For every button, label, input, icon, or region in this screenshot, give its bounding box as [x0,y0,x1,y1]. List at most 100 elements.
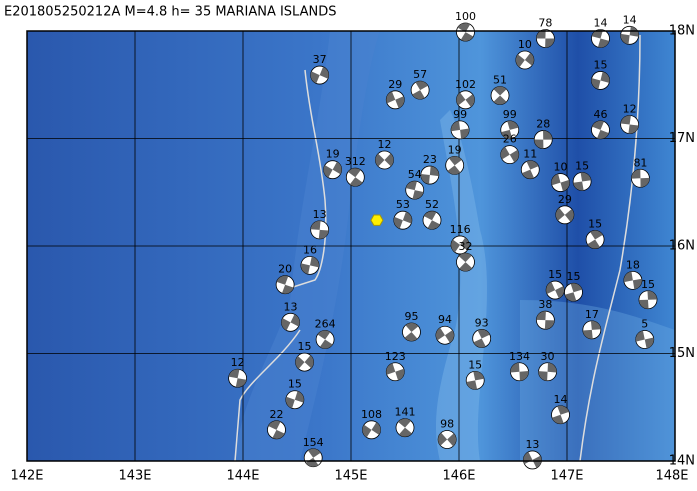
lon-tick-label: 146E [442,469,475,484]
depth-label: 12 [377,138,391,151]
depth-label: 15 [298,340,312,353]
beachball-quadrant [393,211,412,229]
depth-label: 81 [633,156,647,169]
beachball [551,173,570,192]
beachball-quadrant [362,422,381,438]
depth-label: 37 [313,53,327,66]
lon-tick-label: 145E [334,469,367,484]
beachball [523,450,542,470]
beachball [450,235,470,255]
depth-label: 23 [423,153,437,166]
beachball [281,312,300,332]
beachball-quadrant [523,451,542,468]
beachball [267,420,286,440]
beachball-quadrant [268,420,285,439]
beachball [445,155,465,175]
beachball [551,405,570,425]
depth-label: 17 [585,308,599,321]
map-frame [26,30,676,462]
depth-label: 10 [518,38,532,51]
beachball-quadrant [510,362,529,381]
beachball-quadrant [473,329,490,348]
beachball-quadrant [285,391,304,409]
depth-label: 141 [395,406,416,419]
beachball [572,172,592,191]
lon-tick-label: 143E [118,469,151,484]
beachball [538,362,557,382]
depth-label: 78 [538,17,552,30]
depth-label: 57 [413,68,427,81]
depth-label: 16 [303,243,317,256]
depth-label: 15 [288,378,302,391]
beachball-quadrant [587,230,603,249]
depth-label: 312 [345,155,366,168]
beachball [345,167,365,187]
beachball [303,448,323,468]
beachball-quadrant [591,29,610,48]
beachball [582,320,602,340]
depth-label: 12 [623,103,637,116]
beachball [591,29,610,48]
beachball [515,50,535,70]
beachball-quadrant [420,166,439,185]
depth-label: 15 [588,218,602,231]
beachball [435,325,455,345]
beachball-quadrant [573,172,592,191]
beachball-quadrant [546,281,565,299]
beachball [285,390,305,410]
beachball [564,282,583,302]
depth-label: 13 [284,300,298,313]
depth-label: 18 [626,258,640,271]
beachball [375,150,394,170]
beachball [472,329,492,348]
beachball-quadrant [424,211,440,230]
beachball [456,90,475,110]
beachball [450,120,470,140]
beachball [500,120,520,140]
depth-label: 15 [548,268,562,281]
beachball-quadrant [305,448,321,467]
depth-label: 98 [440,418,454,431]
beachball-quadrant [466,371,485,390]
depth-label: 29 [558,193,572,206]
beachball-quadrant [538,362,557,381]
beachball [638,290,658,310]
beachball [555,205,575,225]
depth-label: 46 [593,108,607,121]
beachball-quadrant [281,314,300,331]
boundary-line [579,34,641,462]
beachball-quadrant [551,173,570,192]
beachball-quadrant [501,120,519,139]
lon-tick-label: 147E [550,469,583,484]
beachball [295,352,314,372]
beachball [631,168,650,188]
beachball [591,71,610,90]
depth-label: 14 [623,13,637,26]
beachball-quadrant [375,153,394,167]
depth-label: 15 [641,278,655,291]
depth-label: 20 [278,263,292,276]
beachball [545,280,565,300]
beachball [395,418,415,438]
beachball [410,80,430,100]
beachball-quadrant [438,432,457,447]
beachball [620,115,640,134]
beachball [420,165,440,185]
beachball-quadrant [405,181,424,200]
lon-tick-label: 144E [226,469,259,484]
beachball-quadrant [323,161,342,178]
beachball [520,160,540,180]
beachball-quadrant [620,115,639,134]
beachball-quadrant [500,146,519,163]
beachball [362,420,381,440]
depth-label: 15 [593,58,607,71]
beachball-quadrant [631,169,650,188]
depth-label: 29 [388,78,402,91]
beachball [510,362,529,382]
beachball [275,275,295,295]
beachball-quadrant [564,283,583,302]
depth-label: 134 [509,350,530,363]
beachball [500,145,520,165]
map-title: E201805250212A M=4.8 h= 35 MARIANA ISLAN… [4,5,336,20]
beachball-quadrant [534,130,553,149]
